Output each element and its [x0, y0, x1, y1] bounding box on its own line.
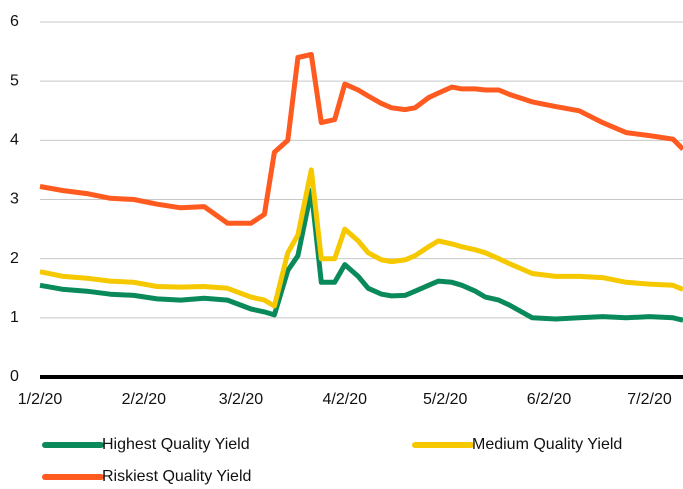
x-tick-label: 2/2/20 — [122, 391, 167, 408]
x-tick-label: 3/2/20 — [219, 391, 264, 408]
series-line — [39, 188, 683, 323]
y-tick-label: 5 — [10, 72, 19, 89]
y-tick-label: 1 — [10, 309, 19, 326]
y-tick-label: 3 — [10, 191, 19, 208]
series-line — [39, 52, 683, 226]
x-tick-label: 7/2/20 — [627, 391, 672, 408]
legend-label: Riskiest Quality Yield — [102, 468, 251, 485]
x-tick-label: 4/2/20 — [323, 391, 368, 408]
y-tick-label: 4 — [10, 132, 19, 149]
x-tick-label: 5/2/20 — [423, 391, 468, 408]
y-tick-label: 2 — [10, 250, 19, 267]
x-tick-label: 6/2/20 — [527, 391, 572, 408]
x-tick-label: 1/2/20 — [18, 391, 63, 408]
legend-label: Highest Quality Yield — [102, 436, 250, 453]
y-tick-label: 0 — [10, 368, 19, 385]
series-line — [39, 167, 683, 309]
legend-label: Medium Quality Yield — [472, 436, 622, 453]
y-tick-label: 6 — [10, 13, 19, 30]
